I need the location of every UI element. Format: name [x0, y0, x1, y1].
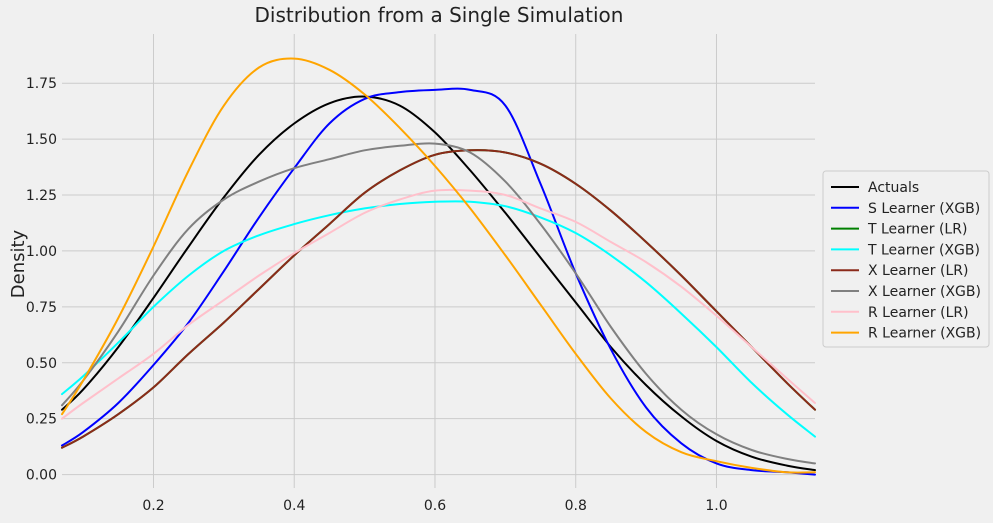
legend-label: T Learner (LR) [867, 222, 967, 238]
legend-box [822, 170, 990, 348]
series-line-7 [61, 188, 816, 420]
series-line-4 [61, 200, 816, 438]
x-tick-label: 0.2 [142, 498, 164, 514]
legend-label: X Learner (XGB) [868, 284, 981, 300]
series-line-1 [61, 95, 816, 472]
legend-label: R Learner (LR) [868, 305, 969, 321]
tick-labels: 0.2 0.4 0.6 0.8 1.0 0.00 0.25 0.50 0.75 1.00 1.25 1… [26, 76, 728, 514]
series-line-5 [61, 149, 816, 449]
y-axis-label: Density [8, 229, 29, 298]
x-tick-label: 0.8 [565, 498, 587, 514]
x-tick-label: 0.6 [424, 498, 446, 514]
y-tick-label: 1.25 [26, 188, 57, 204]
x-tick-label: 0.4 [283, 498, 305, 514]
y-tick-label: 0.50 [26, 356, 57, 372]
grid [62, 34, 815, 488]
y-tick-label: 0.75 [26, 300, 57, 316]
chart-title: Distribution from a Single Simulation [255, 3, 624, 27]
legend-label: S Learner (XGB) [868, 201, 980, 217]
legend-label: X Learner (LR) [868, 263, 968, 279]
y-tick-label: 1.75 [26, 76, 57, 92]
legend-label: T Learner (XGB) [867, 242, 980, 258]
legend-label: Actuals [868, 180, 919, 196]
y-tick-label: 0.00 [26, 468, 57, 484]
series-lines [61, 57, 816, 476]
x-tick-label: 1.0 [705, 498, 727, 514]
y-tick-label: 1.50 [26, 132, 57, 148]
legend-label: R Learner (XGB) [868, 326, 981, 342]
legend: Actuals S Learner (XGB) T Learner (LR) T Le… [822, 170, 990, 348]
y-tick-label: 0.25 [26, 412, 57, 428]
y-tick-label: 1.00 [26, 244, 57, 260]
series-line-8 [61, 57, 816, 474]
series-line-6 [61, 142, 816, 465]
